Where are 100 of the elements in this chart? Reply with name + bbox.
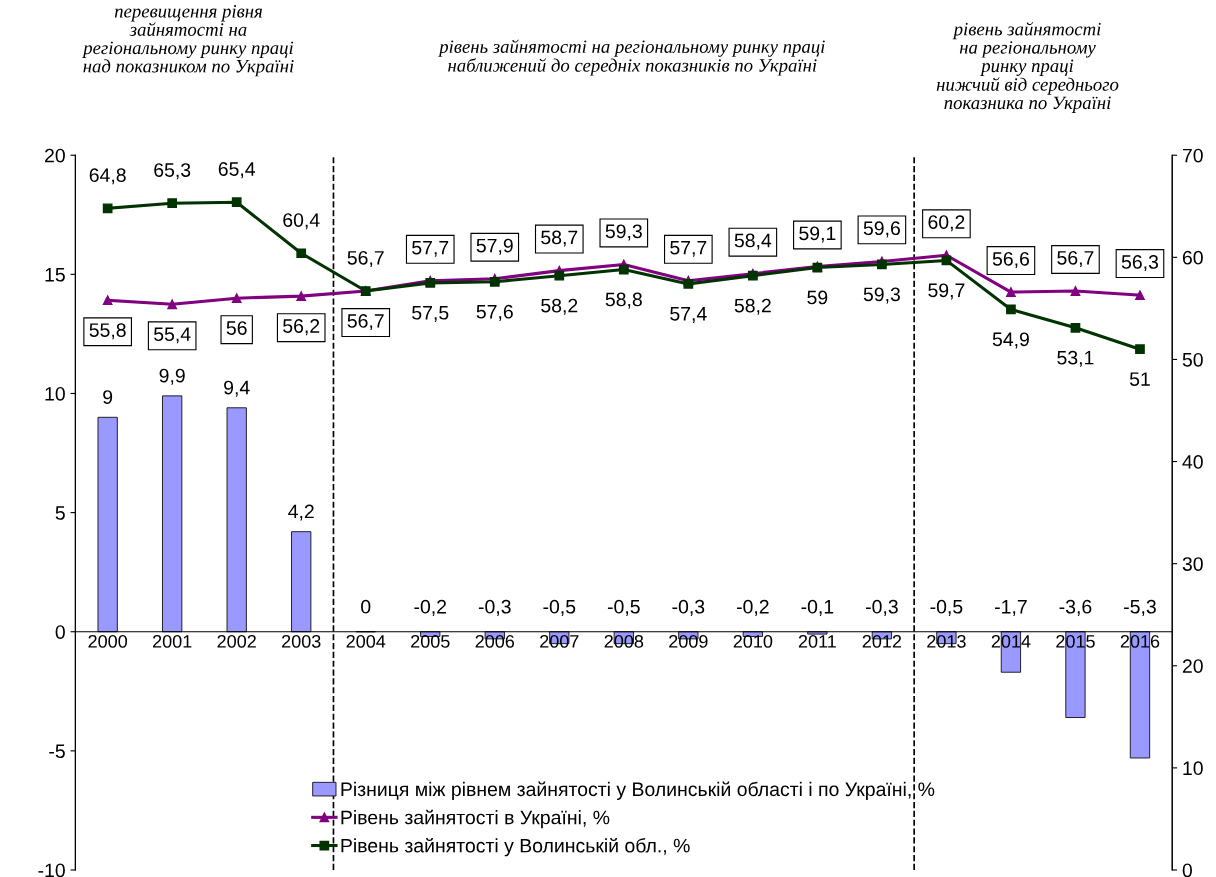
data-label: 56 (226, 321, 247, 335)
point (1135, 344, 1145, 355)
x-tick-label: 2002 (217, 634, 256, 648)
text: рівень зайнятості на регіональному ринку праці нижчий від середнього показника по Україні (936, 21, 1119, 113)
x-tick-label: 2013 (927, 634, 966, 648)
data-label: -1,7 (995, 600, 1027, 616)
data-label: 51 (1129, 372, 1150, 386)
data-label: -0,2 (736, 599, 769, 616)
point (296, 248, 307, 259)
y2-tick-label: 60 (1182, 250, 1203, 265)
data-label: 58,7 (541, 230, 578, 247)
y-tick-label: 20 (45, 148, 65, 163)
data-label: 56,7 (347, 250, 384, 268)
point (1135, 290, 1145, 300)
point (1070, 322, 1081, 333)
y2-tick-label: 70 (1182, 148, 1203, 163)
data-label: -0,2 (414, 599, 447, 616)
x-tick-label: 2005 (411, 634, 450, 648)
x-tick-label: 2006 (475, 634, 515, 648)
point (231, 293, 242, 304)
point (1006, 304, 1016, 315)
data-label: 57,4 (670, 307, 707, 323)
x-tick-label: 2003 (282, 634, 321, 648)
legend-label: Рівень зайнятості в Україні, % (341, 809, 610, 829)
data-label: 9,9 (159, 368, 185, 385)
data-label: 0 (361, 599, 371, 614)
x-tick-label: 2000 (88, 634, 128, 648)
data-label: -0,1 (801, 599, 834, 616)
x-tick-label: 2007 (540, 634, 579, 648)
point (683, 279, 694, 289)
data-label: -0,5 (543, 599, 576, 616)
data-label: 55,8 (89, 323, 126, 340)
text: перевищення рівня зайнятості на регіональному ринку праці над показником по Україні (82, 4, 294, 77)
data-label: 56,3 (1121, 255, 1159, 272)
data-label: 54,9 (992, 332, 1029, 349)
data-label: 56,7 (1057, 250, 1094, 268)
y2-tick-label: 30 (1182, 557, 1203, 571)
point (102, 295, 113, 306)
data-label: 59,3 (863, 287, 900, 304)
point (554, 270, 565, 281)
point (1070, 286, 1081, 296)
x-tick-label: 2009 (669, 634, 708, 648)
point (296, 291, 307, 301)
data-label: 53,1 (1057, 350, 1094, 367)
data-label: 56,2 (283, 319, 320, 336)
point (1006, 287, 1016, 297)
data-label: 60,2 (928, 215, 965, 232)
legend-label: Різниця між рівнем зайнятості у Волинській області і по Україні, % (341, 781, 935, 800)
y-tick-label: 5 (55, 506, 65, 520)
data-label: 4,2 (288, 504, 314, 521)
data-label: 56,7 (347, 314, 384, 331)
point (167, 299, 178, 310)
x-tick-label: 2012 (862, 634, 902, 648)
y-tick-label: 15 (45, 268, 65, 282)
y-tick-label: 10 (45, 386, 65, 401)
data-label: -0,3 (866, 599, 898, 616)
data-label: 59,3 (605, 224, 642, 241)
data-label: -5,3 (1124, 599, 1156, 616)
text: рівень зайнятості на регіональному ринку праці наближений до середніх показників по Україні (438, 39, 825, 76)
data-label: 57,7 (670, 240, 707, 257)
data-label: 59,7 (928, 283, 965, 300)
x-tick-label: 2010 (733, 634, 773, 648)
data-label: -0,3 (672, 599, 705, 616)
data-label: 58,2 (734, 298, 771, 315)
data-label: 57,9 (476, 238, 513, 255)
data-label: 59,1 (799, 226, 836, 243)
y2-tick-label: 10 (1183, 761, 1203, 776)
y2-tick-label: 20 (1182, 659, 1203, 674)
y2-tick-label: 50 (1182, 352, 1203, 367)
point (618, 264, 629, 275)
data-label: -3,6 (1059, 599, 1092, 616)
data-label: 57,6 (476, 304, 513, 321)
point (167, 198, 178, 209)
y-tick-label: 0 (55, 625, 65, 639)
data-label: -0,5 (930, 599, 963, 616)
y2-tick-label: 40 (1182, 455, 1203, 469)
data-label: -0,5 (607, 599, 640, 616)
data-label: 59,6 (863, 221, 900, 238)
data-label: 58,8 (605, 292, 642, 309)
x-tick-label: 2008 (604, 634, 644, 648)
data-label: 59 (807, 290, 828, 305)
data-label: 55,4 (154, 327, 191, 344)
data-label: 56,6 (992, 251, 1029, 269)
y-tick-label: -10 (38, 863, 65, 877)
data-label: 64,8 (89, 168, 126, 185)
data-label: -0,3 (478, 599, 511, 616)
data-label: 57,7 (412, 240, 449, 257)
x-tick-label: 2001 (153, 634, 192, 648)
x-tick-label: 2011 (798, 634, 836, 648)
point (231, 197, 242, 208)
data-label: 9 (103, 390, 113, 404)
data-label: 58,2 (541, 298, 578, 315)
data-label: 65,3 (154, 163, 191, 180)
data-label: 57,5 (412, 306, 449, 322)
y-tick-label: -5 (49, 744, 65, 759)
legend-label: Рівень зайнятості у Волинській обл., % (341, 837, 690, 857)
data-label: 65,4 (218, 162, 256, 179)
point (102, 203, 113, 214)
data-label: 58,4 (734, 233, 772, 250)
data-label: 60,4 (283, 213, 320, 230)
